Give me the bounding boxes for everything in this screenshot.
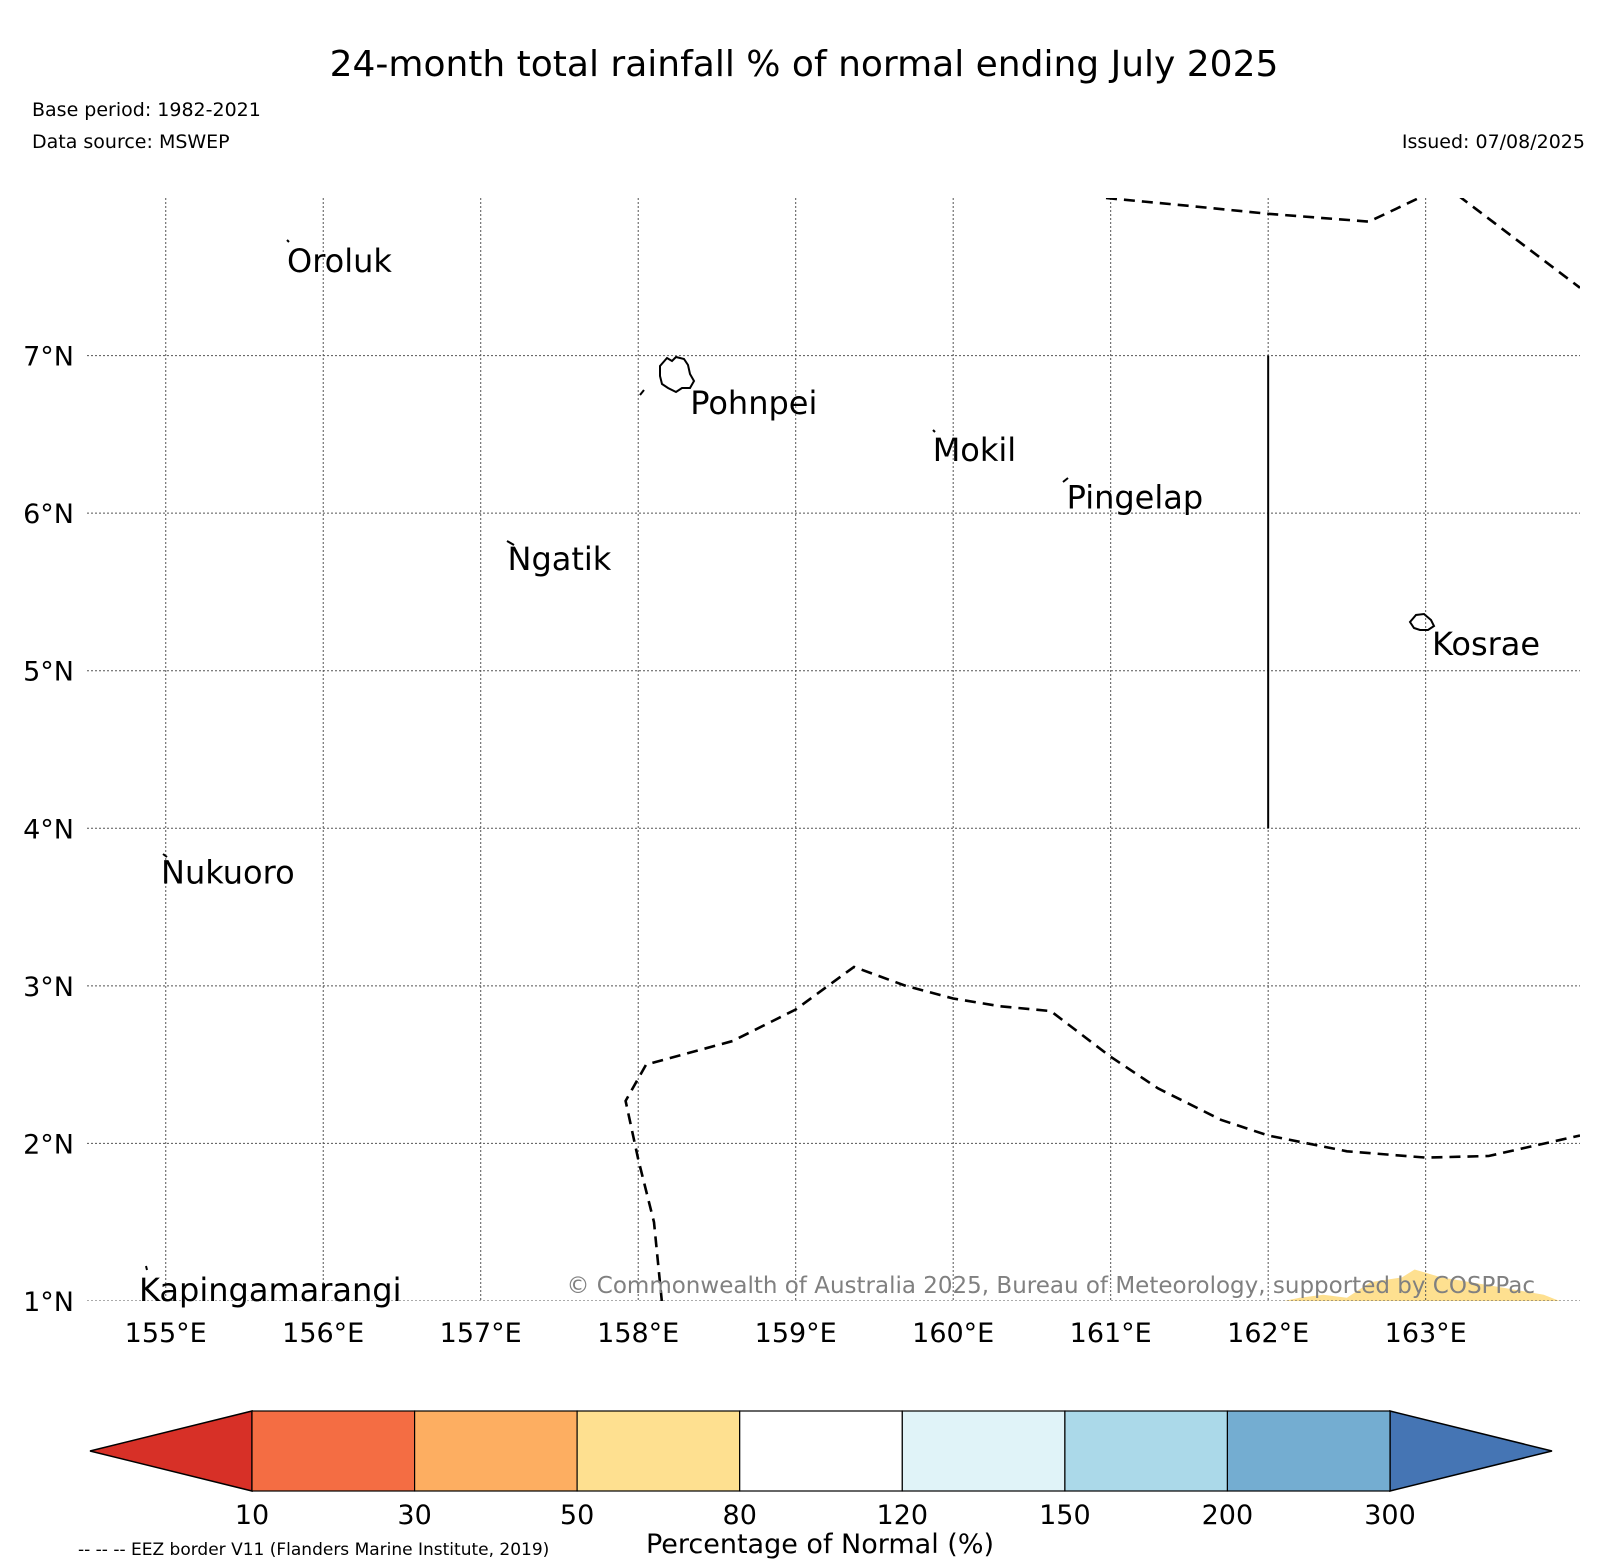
mokil-atoll-outline xyxy=(932,429,936,433)
lon-tick-label: 158°E xyxy=(597,1318,679,1349)
colorbar-tick-label: 80 xyxy=(723,1500,757,1531)
base-period: Base period: 1982-2021 xyxy=(32,99,261,121)
lat-tick-label: 6°N xyxy=(23,499,74,530)
place-label-oroluk: Oroluk xyxy=(287,242,392,280)
colorbar-tick-label: 10 xyxy=(235,1500,269,1531)
place-labels: Oroluk Pohnpei Mokil Pingelap Ngatik Kosrae Nu… xyxy=(139,242,1540,1309)
lon-tick-label: 156°E xyxy=(282,1318,364,1349)
eez-border-south xyxy=(624,965,1580,1301)
place-label-kosrae: Kosrae xyxy=(1432,625,1540,663)
oroluk-atoll-outline xyxy=(286,239,290,243)
lat-tick-label: 5°N xyxy=(23,657,74,688)
dry-anomaly-patch xyxy=(1283,1269,1560,1301)
place-label-pingelap: Pingelap xyxy=(1067,478,1204,516)
lon-tick-label: 161°E xyxy=(1070,1318,1152,1349)
map-panel: Oroluk Pohnpei Mokil Pingelap Ngatik Kosrae Nu… xyxy=(23,198,1580,1349)
lat-tick-label: 4°N xyxy=(23,814,74,845)
lon-tick-label: 163°E xyxy=(1385,1318,1467,1349)
lon-tick-label: 159°E xyxy=(755,1318,837,1349)
copyright-notice: © Commonwealth of Australia 2025, Bureau… xyxy=(566,1273,1535,1299)
colorbar-segment xyxy=(901,1410,1066,1492)
data-source: Data source: MSWEP xyxy=(32,131,230,153)
lon-tick-label: 157°E xyxy=(440,1318,522,1349)
kapingamarangi-atoll-outline xyxy=(145,1265,148,1271)
colorbar-over-arrow xyxy=(1389,1410,1553,1492)
figure-title: 24-month total rainfall % of normal endi… xyxy=(330,44,1279,85)
pingelap-atoll-outline xyxy=(1062,477,1069,483)
eez-legend-note: -- -- -- EEZ border V11 (Flanders Marine… xyxy=(78,1540,549,1560)
colorbar-tick-label: 50 xyxy=(560,1500,594,1531)
place-label-nukuoro: Nukuoro xyxy=(161,853,295,891)
lat-tick-label: 1°N xyxy=(23,1287,74,1318)
ant-atoll-outline xyxy=(639,389,645,396)
lon-tick-label: 162°E xyxy=(1227,1318,1309,1349)
lat-tick-label: 7°N xyxy=(23,342,74,373)
colorbar-segment xyxy=(251,1410,416,1492)
graticule xyxy=(87,198,1580,1301)
lon-tick-label: 155°E xyxy=(125,1318,207,1349)
colorbar: 10 30 50 80 120 150 200 300 xyxy=(89,1410,1553,1531)
colorbar-tick-label: 120 xyxy=(877,1500,929,1531)
place-label-pohnpei: Pohnpei xyxy=(690,384,817,422)
rainfall-anomaly-layer xyxy=(1283,1269,1560,1301)
place-label-kapingamarangi: Kapingamarangi xyxy=(139,1271,401,1309)
colorbar-tick-label: 30 xyxy=(397,1500,431,1531)
colorbar-tick-label: 300 xyxy=(1364,1500,1416,1531)
colorbar-segment xyxy=(1064,1410,1229,1492)
eez-border-layer xyxy=(624,198,1580,1301)
nukuoro-atoll-outline xyxy=(162,853,168,858)
lon-tick-label: 160°E xyxy=(912,1318,994,1349)
lat-tick-label: 3°N xyxy=(23,972,74,1003)
colorbar-tick-label: 200 xyxy=(1202,1500,1254,1531)
colorbar-label: Percentage of Normal (%) xyxy=(646,1529,994,1560)
island-outlines xyxy=(145,239,1436,1271)
colorbar-segment xyxy=(739,1410,903,1492)
ngatik-atoll-outline xyxy=(506,540,515,546)
colorbar-tick-label: 150 xyxy=(1039,1500,1091,1531)
place-label-ngatik: Ngatik xyxy=(508,540,612,578)
axis-tick-labels: 155°E 156°E 157°E 158°E 159°E 160°E 161°E 162°E… xyxy=(23,342,1467,1349)
pohnpei-island-outline xyxy=(659,355,696,394)
issued-date: Issued: 07/08/2025 xyxy=(1402,131,1585,153)
map-background xyxy=(87,198,1580,1301)
colorbar-segment xyxy=(1226,1410,1391,1492)
place-label-mokil: Mokil xyxy=(933,431,1017,469)
kosrae-island-outline xyxy=(1408,612,1436,631)
colorbar-segment xyxy=(414,1410,578,1492)
colorbar-under-arrow xyxy=(89,1410,253,1492)
colorbar-segment xyxy=(576,1410,741,1492)
lat-tick-label: 2°N xyxy=(23,1129,74,1160)
